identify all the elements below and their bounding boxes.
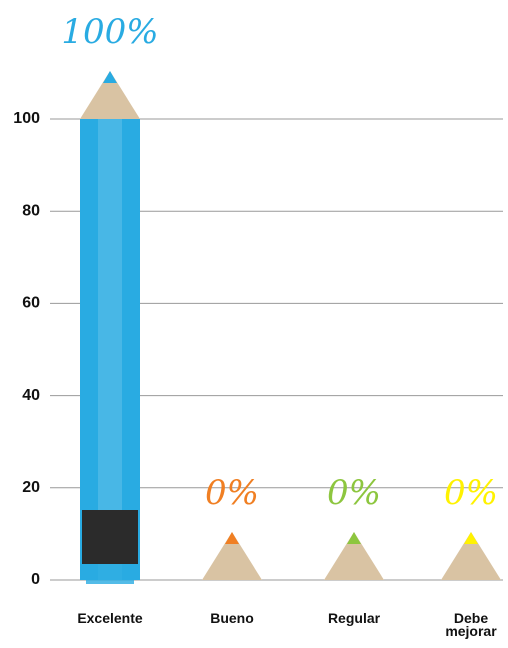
- pencil-lead: [225, 532, 239, 544]
- y-tick-label: 20: [22, 479, 40, 496]
- y-tick-label: 40: [22, 387, 40, 404]
- y-tick-label: 80: [22, 202, 40, 219]
- value-label: 0%: [205, 473, 259, 513]
- pencil-band: [82, 510, 138, 564]
- x-tick-label: Excelente: [77, 610, 143, 626]
- y-tick-label: 60: [22, 295, 40, 312]
- bar: [80, 119, 140, 580]
- pencil-tip: [202, 532, 262, 580]
- pencil-lead: [347, 532, 361, 544]
- pencil-tip: [80, 71, 140, 119]
- pencil-tip: [441, 532, 501, 580]
- x-tick-label: Regular: [327, 610, 381, 626]
- y-tick-label: 100: [13, 110, 40, 127]
- value-label: 100%: [61, 12, 158, 52]
- value-label: 0%: [327, 473, 381, 513]
- value-label: 0%: [444, 473, 498, 513]
- pencil-lead: [103, 71, 117, 83]
- y-tick-label: 0: [31, 571, 40, 588]
- pencil-tip: [324, 532, 384, 580]
- x-tick-label: Debe mejorar: [445, 610, 497, 639]
- pencil-stripe: [98, 119, 122, 580]
- pencil-eraser: [86, 564, 134, 584]
- x-tick-label: Bueno: [210, 610, 254, 626]
- pencil-lead: [464, 532, 478, 544]
